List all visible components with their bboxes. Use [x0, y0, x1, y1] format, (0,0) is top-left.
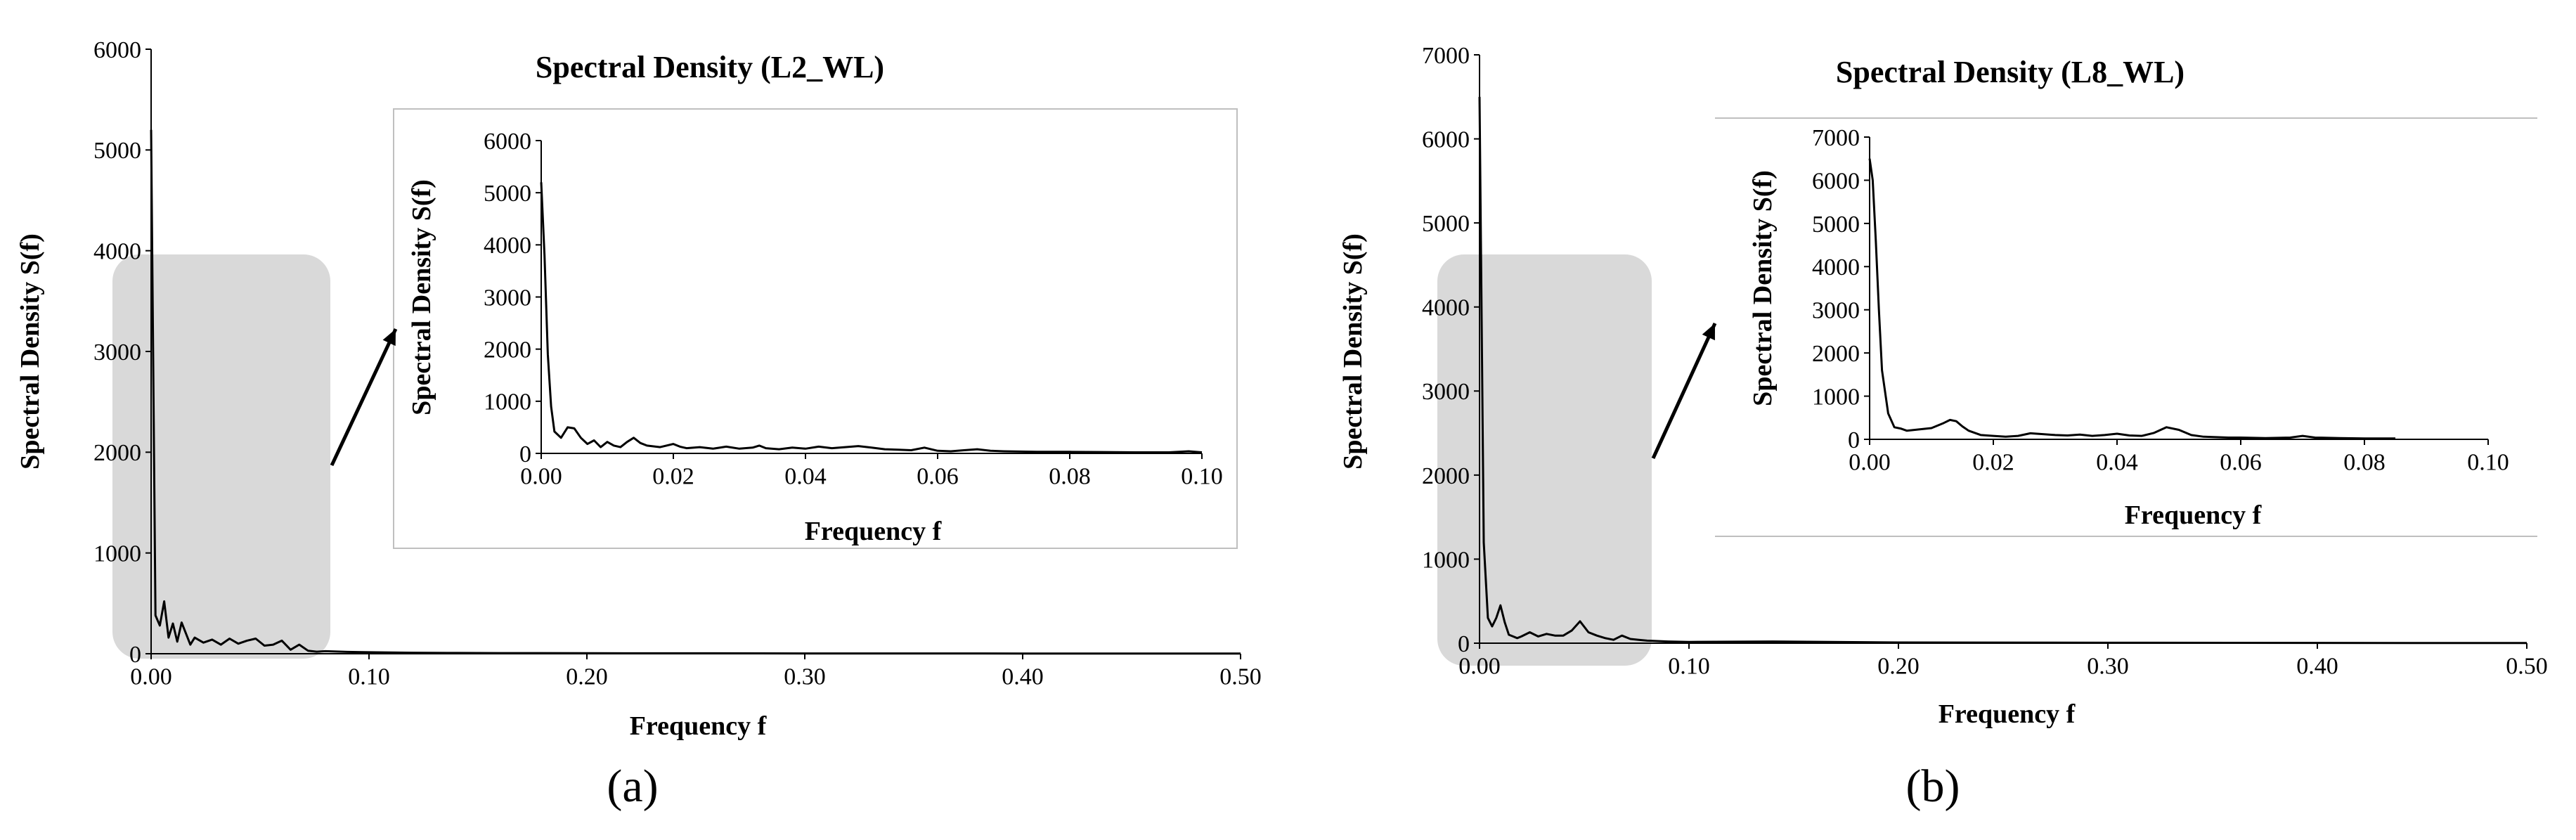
panel-b-inset-x-tick-label: 0.02: [1972, 450, 2014, 476]
panel-b-inset-x-tick-label: 0.04: [2096, 450, 2138, 476]
panel-a-zoom-arrow: [330, 328, 398, 467]
panel-b-main-y-tick-label: 3000: [1422, 379, 1470, 405]
panel-b-main-plot: 0 1000 2000 3000 4000 5000 6000 7000 0.00 0.10 0.2…: [1422, 43, 2548, 680]
panel-a-inset-x-tick-label: 0.02: [652, 464, 694, 490]
panel-a-inset-x-tick-label: 0.08: [1049, 464, 1091, 490]
panel-a-main-x-tick-label: 0.30: [784, 664, 826, 690]
panel-b-main-x-label: Frequency f: [1939, 699, 2076, 729]
panel-a-main-y-tick-label: 6000: [93, 37, 141, 63]
panel-a-main-y-tick-label: 5000: [93, 138, 141, 164]
panel-b-main-y-tick-label: 1000: [1422, 547, 1470, 573]
panel-b-main-x-tick-label: 0.20: [1877, 654, 1920, 680]
panel-b-inset-y-tick-label: 5000: [1812, 212, 1860, 238]
panel-b-main-y-tick-label: 4000: [1422, 295, 1470, 321]
panel-b-inset-y-tick-label: 2000: [1812, 341, 1860, 367]
panel-b-inset-series-line: [1868, 158, 2395, 440]
panel-b-inset-y-tick-label: 3000: [1812, 298, 1860, 324]
panel-a-main-x-tick-label: 0.50: [1219, 664, 1262, 690]
panel-a-main-plot: 0 1000 2000 3000 4000 5000 6000 0.00 0.10 0.20 0.3…: [93, 37, 1262, 690]
panel-a-main-y-tick-label: 2000: [93, 440, 141, 466]
panel-b-inset-title: Spectral Density (L8_WL): [1836, 55, 2185, 89]
panel-b-main-series-line: [1478, 96, 2528, 645]
panel-b-inset-y-tick-label: 7000: [1812, 125, 1860, 151]
panel-a-label: (a): [607, 761, 658, 812]
panel-b-main-y-tick-label: 0: [1458, 631, 1470, 657]
panel-a-inset-y-label: Spectral Density S(f): [407, 179, 436, 415]
panel-a-inset-x-tick-label: 0.04: [784, 464, 827, 490]
panel-b-inset-y-tick-label: 0: [1848, 427, 1860, 453]
panel-a-inset-x-label: Frequency f: [805, 517, 943, 546]
panel-a-inset-x-tick-label: 0.00: [520, 464, 562, 490]
panel-b-main-x-tick-label: 0.00: [1458, 654, 1501, 680]
panel-b-main-y-tick-label: 5000: [1422, 211, 1470, 237]
panel-a-inset-y-tick-label: 1000: [484, 389, 531, 415]
panel-b-inset-y-tick-label: 1000: [1812, 384, 1860, 410]
panel-b-inset-x-tick-label: 0.00: [1849, 450, 1891, 476]
panel-a-inset-series-line: [540, 182, 1203, 453]
panel-a-inset-x-tick-label: 0.10: [1181, 464, 1223, 490]
panel-a-inset-frame: [393, 108, 1238, 549]
panel-b-inset-y-label: Spectral Density S(f): [1748, 170, 1778, 406]
panel-b-highlight-region: [1437, 254, 1652, 666]
panel-b-main-x-tick-label: 0.10: [1668, 654, 1710, 680]
panel-b-main-x-tick-label: 0.30: [2087, 654, 2129, 680]
panel-a-main-x-tick-label: 0.10: [348, 664, 390, 690]
panel-b-label: (b): [1906, 761, 1960, 812]
panel-b-main-y-tick-label: 2000: [1422, 463, 1470, 489]
panel-b-inset-plot: 0 1000 2000 3000 4000 5000 6000 7000 0.00 0.02 0.0…: [1812, 125, 2509, 476]
panel-a-main-y-tick-label: 1000: [93, 541, 141, 567]
panel-b-inset-y-tick-label: 6000: [1812, 168, 1860, 194]
panel-b-main-x-tick-label: 0.50: [2506, 654, 2548, 680]
panel-b-zoom-arrow: [1651, 322, 1717, 460]
panel-b-inset-x-label: Frequency f: [2125, 500, 2263, 530]
panel-a-inset-plot: 0 1000 2000 3000 4000 5000 6000 0.00 0.02 0.04 0.0…: [484, 129, 1223, 490]
panel-a-main-y-tick-label: 0: [129, 642, 141, 668]
panel-a-inset-y-tick-label: 3000: [484, 285, 531, 311]
panel-a-main-x-tick-label: 0.40: [1002, 664, 1044, 690]
panel-a-main-x-tick-label: 0.20: [566, 664, 608, 690]
panel-a-inset-y-tick-label: 0: [519, 441, 531, 467]
panel-a-inset-y-tick-label: 6000: [484, 129, 531, 155]
panel-b-inset-x-tick-label: 0.10: [2467, 450, 2509, 476]
panel-a-main-y-tick-label: 3000: [93, 340, 141, 366]
panel-b-inset-x-tick-label: 0.06: [2220, 450, 2262, 476]
panel-a-main-x-label: Frequency f: [630, 711, 768, 741]
panel-a-main-series-line: [150, 129, 1241, 655]
panel-a-inset-title: Spectral Density (L2_WL): [536, 50, 884, 84]
panel-a-main-x-tick-label: 0.00: [130, 664, 172, 690]
panel-b-inset-x-tick-label: 0.08: [2343, 450, 2386, 476]
panel-a-inset-y-tick-label: 2000: [484, 337, 531, 363]
panel-b-main-y-label: Spectral Density S(f): [1338, 233, 1368, 470]
panel-a-inset-x-tick-label: 0.06: [917, 464, 959, 490]
panel-b-inset-y-tick-label: 4000: [1812, 254, 1860, 280]
panel-b-main-y-tick-label: 6000: [1422, 127, 1470, 153]
panel-b-inset-frame: [1715, 118, 2537, 536]
panel-a-highlight-region: [112, 254, 330, 659]
panel-a-inset-y-tick-label: 5000: [484, 181, 531, 207]
panel-a-main-y-tick-label: 4000: [93, 239, 141, 265]
panel-a-zoom-arrow-head: [382, 329, 396, 347]
panel-a-inset-y-tick-label: 4000: [484, 233, 531, 259]
panel-a-main-y-label: Spectral Density S(f): [15, 233, 45, 470]
panel-b-main-x-tick-label: 0.40: [2296, 654, 2338, 680]
panel-b-zoom-arrow-head: [1702, 323, 1715, 341]
panel-b-main-y-tick-label: 7000: [1422, 43, 1470, 69]
